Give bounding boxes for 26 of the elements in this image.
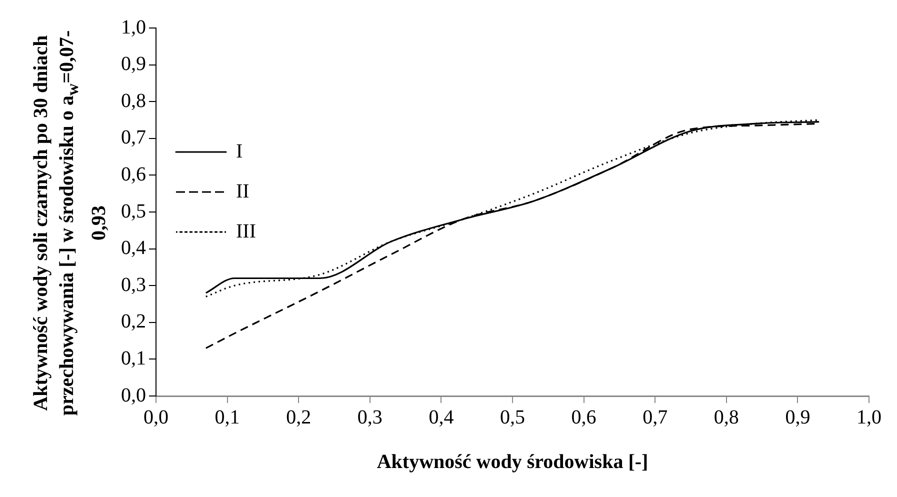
legend-label: I xyxy=(236,140,243,162)
x-tick-label: 0,5 xyxy=(500,406,525,428)
x-tick-label: 0,7 xyxy=(642,406,668,428)
y-tick-label: 0,5 xyxy=(121,200,146,222)
y-tick-label: 0,8 xyxy=(121,90,146,112)
x-axis-title: Aktywność wody środowiska [-] xyxy=(376,451,648,474)
y-tick-label: 0,3 xyxy=(121,274,146,296)
x-tick-label: 0,9 xyxy=(785,406,810,428)
x-tick-label: 0,2 xyxy=(286,406,312,428)
x-tick-label: 0,8 xyxy=(714,406,739,428)
legend-label: II xyxy=(236,180,250,202)
y-tick-label: 1,0 xyxy=(121,16,146,38)
y-tick-label: 0,4 xyxy=(121,237,146,260)
x-tick-label: 0,4 xyxy=(428,406,454,428)
y-tick-label: 0,7 xyxy=(121,126,146,149)
x-tick-label: 0,1 xyxy=(214,406,240,428)
x-tick-label: 0,6 xyxy=(571,406,596,428)
y-tick-label: 0,0 xyxy=(121,384,146,406)
x-tick-label: 0,0 xyxy=(144,406,168,428)
y-tick-label: 0,9 xyxy=(121,53,146,76)
x-tick-label: 1,0 xyxy=(856,406,882,428)
y-tick-label: 0,6 xyxy=(121,163,146,186)
legend-label: III xyxy=(236,220,256,242)
x-tick-label: 0,3 xyxy=(357,406,382,428)
y-tick-label: 0,1 xyxy=(121,347,146,370)
y-tick-label: 0,2 xyxy=(121,310,146,333)
